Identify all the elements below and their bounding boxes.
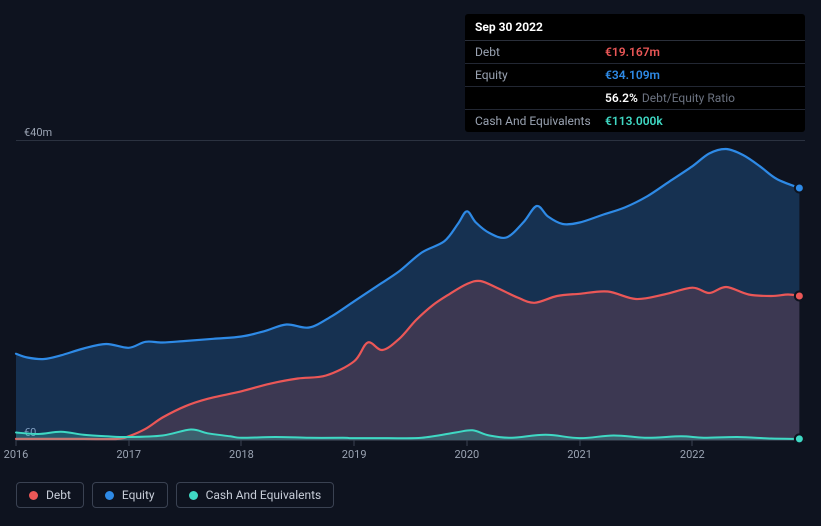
x-tick-mark	[354, 440, 355, 446]
chart-plot-area	[16, 140, 805, 440]
x-axis: 2016201720182019202020212022	[16, 446, 805, 466]
legend-dot-icon	[105, 491, 114, 500]
legend-dot-icon	[29, 491, 38, 500]
tooltip-row: 56.2%Debt/Equity Ratio	[465, 87, 805, 110]
series-end-marker-equity	[795, 184, 804, 193]
x-tick-label: 2016	[4, 448, 29, 461]
tooltip-row-value: 56.2%Debt/Equity Ratio	[605, 91, 735, 105]
tooltip-row-value: €19.167m	[605, 45, 660, 59]
x-tick-mark	[579, 440, 580, 446]
tooltip-row-value: €34.109m	[605, 68, 660, 82]
legend-item-label: Debt	[46, 488, 71, 502]
legend-item-equity[interactable]: Equity	[92, 482, 168, 508]
tooltip-row-suffix: Debt/Equity Ratio	[642, 91, 735, 105]
chart-tooltip: Sep 30 2022 Debt€19.167mEquity€34.109m56…	[465, 14, 805, 132]
tooltip-date: Sep 30 2022	[465, 14, 805, 41]
series-end-marker-cash-and-equivalents	[795, 434, 804, 443]
legend-item-label: Equity	[122, 488, 155, 502]
legend-dot-icon	[189, 491, 198, 500]
series-end-marker-debt	[795, 292, 804, 301]
tooltip-row: Cash And Equivalents€113.000k	[465, 110, 805, 132]
x-tick-mark	[128, 440, 129, 446]
legend-item-debt[interactable]: Debt	[16, 482, 84, 508]
y-axis-label: €40m	[24, 126, 52, 139]
chart-legend: Debt Equity Cash And Equivalents	[16, 482, 334, 508]
x-tick-label: 2021	[567, 448, 592, 461]
tooltip-row-label: Equity	[475, 68, 605, 82]
legend-item-cash-and-equivalents[interactable]: Cash And Equivalents	[176, 482, 335, 508]
tooltip-row-label: Debt	[475, 45, 605, 59]
x-tick-label: 2018	[229, 448, 254, 461]
grid-line	[16, 440, 805, 441]
x-tick-label: 2020	[454, 448, 479, 461]
x-tick-mark	[692, 440, 693, 446]
tooltip-row: Debt€19.167m	[465, 41, 805, 64]
x-tick-label: 2022	[680, 448, 705, 461]
tooltip-row-label: Cash And Equivalents	[475, 114, 605, 128]
x-tick-mark	[466, 440, 467, 446]
x-tick-mark	[16, 440, 17, 446]
x-tick-label: 2019	[342, 448, 367, 461]
x-tick-mark	[241, 440, 242, 446]
tooltip-row-value: €113.000k	[605, 114, 663, 128]
tooltip-row-label	[475, 91, 605, 105]
x-tick-label: 2017	[116, 448, 141, 461]
legend-item-label: Cash And Equivalents	[206, 488, 322, 502]
chart-svg	[16, 140, 805, 440]
tooltip-row: Equity€34.109m	[465, 64, 805, 87]
